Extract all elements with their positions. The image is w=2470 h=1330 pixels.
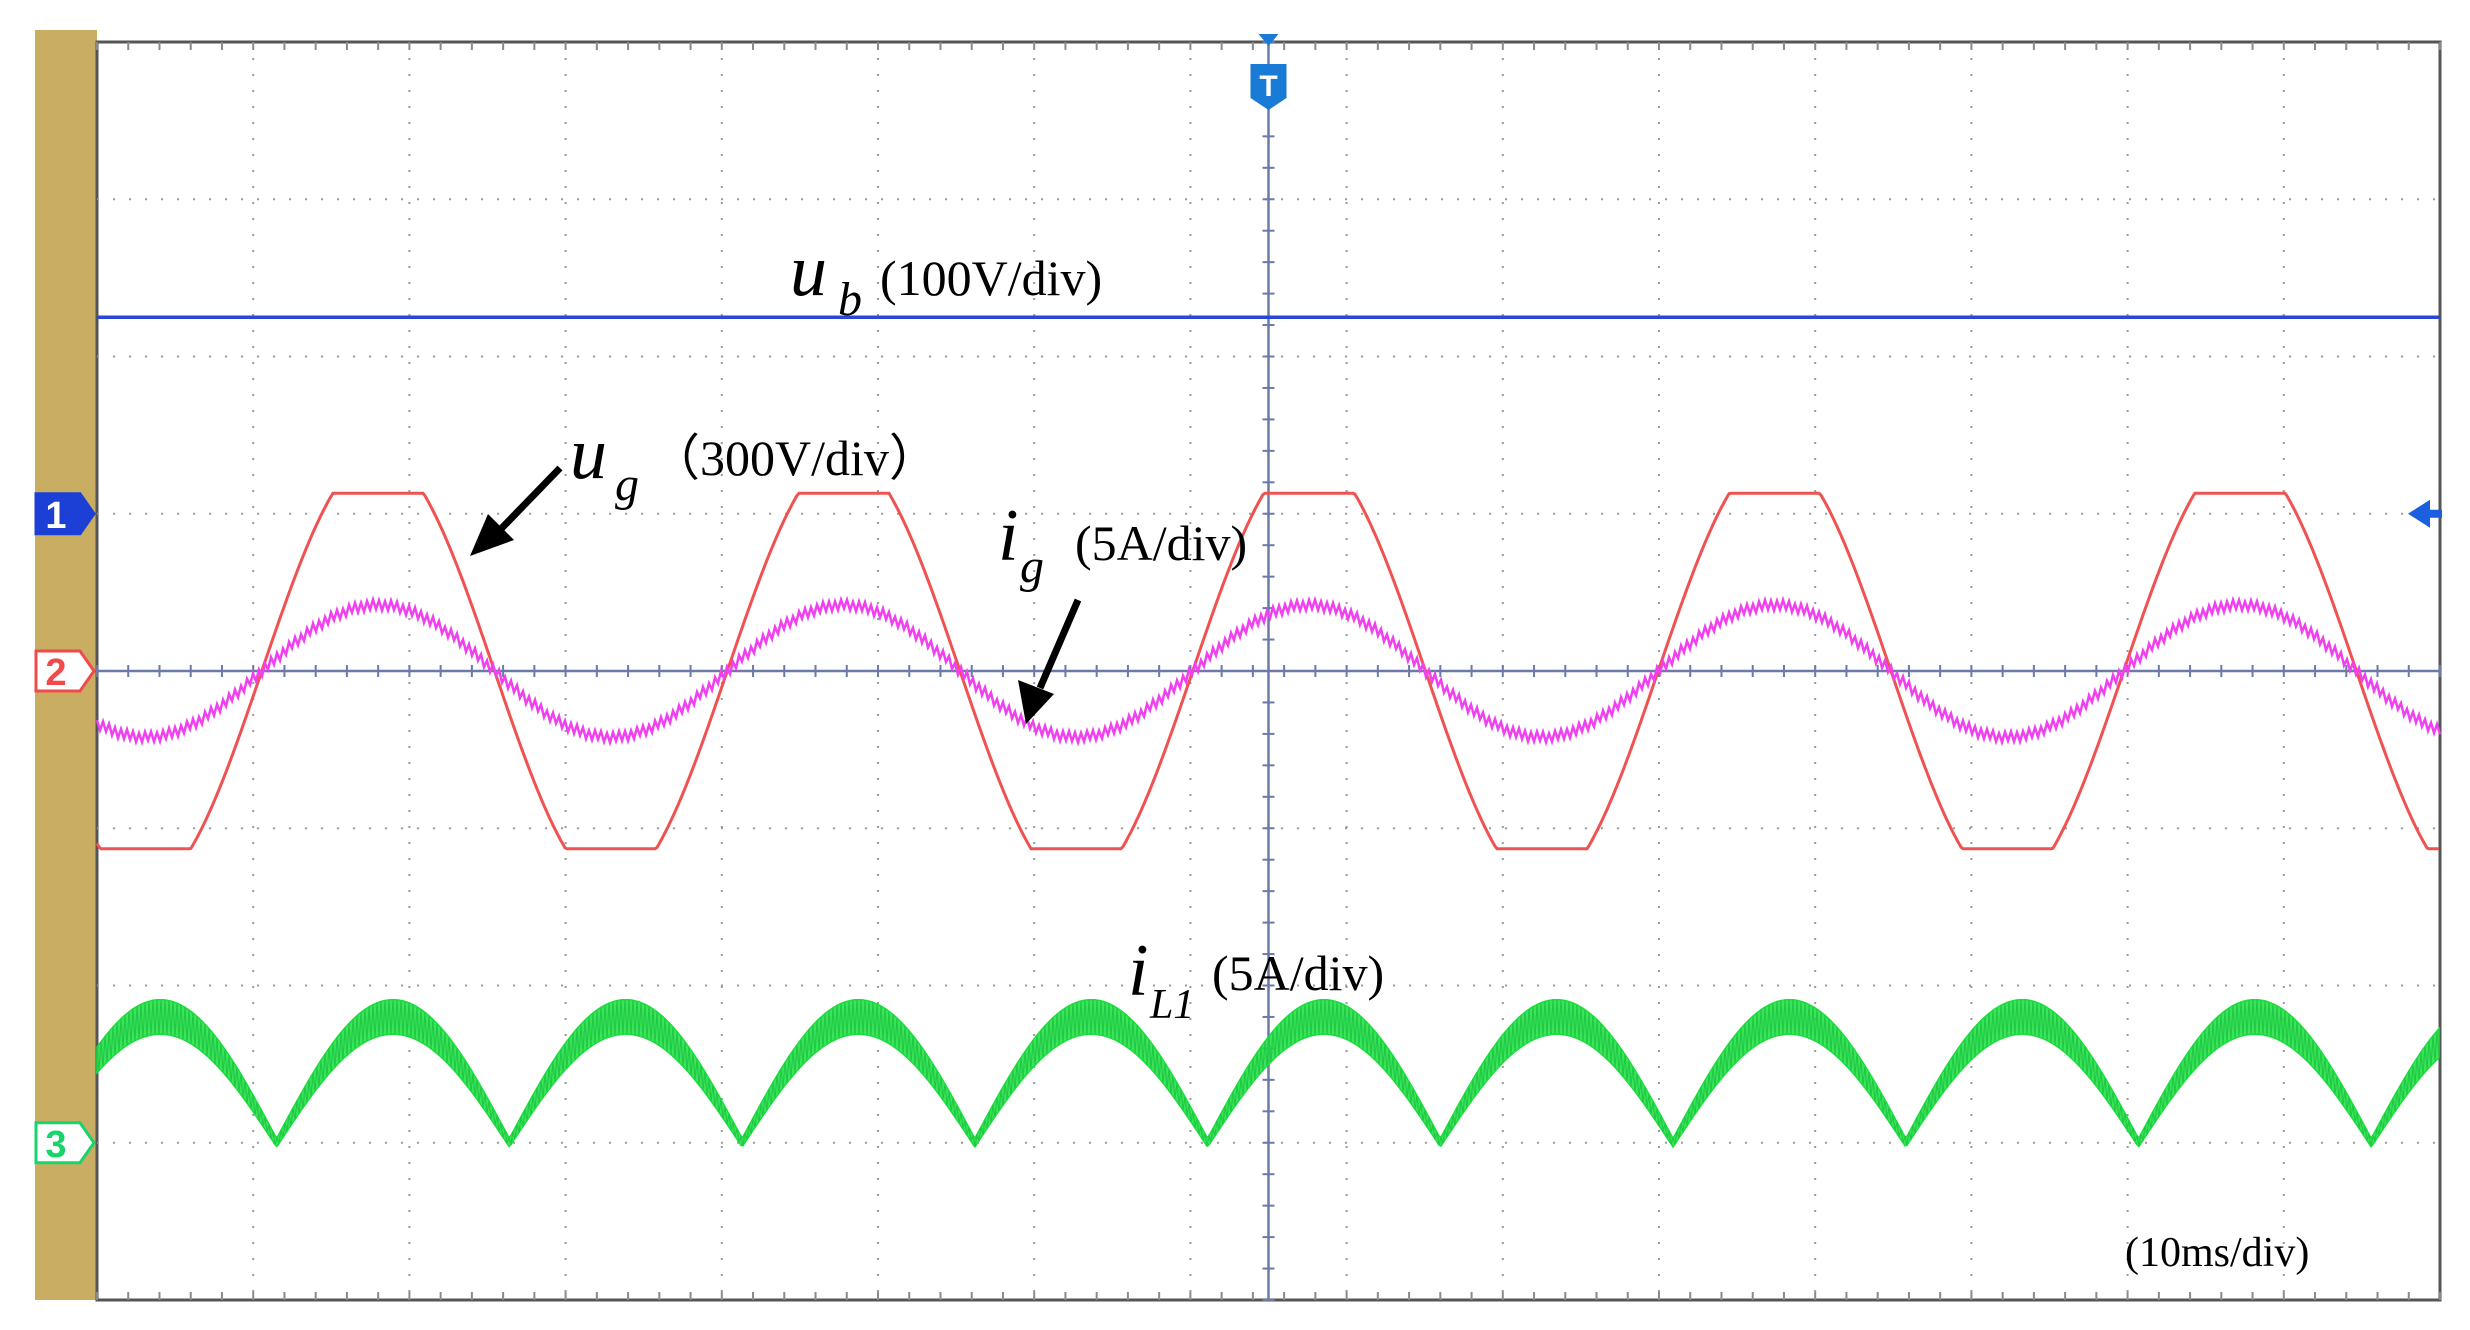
label-ig-symbol: i (998, 495, 1019, 577)
channel-marker-label: 1 (45, 495, 66, 537)
trace-il1-ripple (96, 999, 2440, 1147)
label-ig-subscript: g (1020, 540, 1044, 593)
label-ig: i g (5A/div) (998, 495, 1247, 593)
trigger-level-arrow (2408, 499, 2442, 528)
timebase-label: (10ms/div) (2125, 1230, 2309, 1276)
label-il1-symbol: i (1128, 930, 1149, 1012)
label-ub-subscript: b (838, 273, 862, 326)
label-il1: i L1 (5A/div) (1128, 930, 1384, 1028)
trigger-marker: T (1250, 34, 1287, 110)
trace-ug (95, 491, 2439, 851)
channel-marker-label: 3 (45, 1124, 66, 1166)
arrow-ig (1018, 598, 1082, 724)
label-il1-subscript: L1 (1149, 982, 1194, 1028)
label-ub-scale: (100V/div) (880, 250, 1102, 306)
channel-marker-2: 2 (34, 649, 96, 694)
channel-marker-3: 3 (34, 1121, 96, 1166)
label-ug-scale: （300V/div） (650, 430, 939, 486)
traces (95, 315, 2442, 1149)
trigger-marker-label: T (1259, 70, 1277, 103)
channel-marker-label: 2 (45, 652, 66, 694)
trace-ig (95, 595, 2442, 747)
grid (96, 41, 2441, 1301)
label-ug: u g （300V/div） (570, 413, 939, 511)
channel-marker-1: 1 (34, 492, 96, 537)
channel-markers: 1 2 3 T (34, 34, 2442, 1166)
arrow-ug (470, 465, 563, 556)
label-ug-subscript: g (615, 458, 639, 511)
label-ug-symbol: u (570, 413, 607, 495)
label-ub-symbol: u (790, 230, 827, 312)
label-il1-scale: (5A/div) (1212, 945, 1384, 1001)
label-ub: u b (100V/div) (790, 230, 1102, 326)
label-ig-scale: (5A/div) (1075, 515, 1247, 571)
